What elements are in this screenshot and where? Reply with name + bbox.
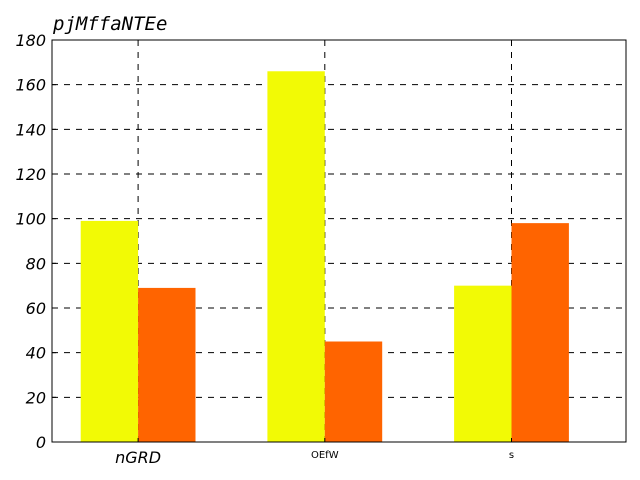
y-axis: 0 20 40 60 80 100 120 140 160 180 bbox=[15, 31, 56, 452]
bar-series1-nGRD bbox=[80, 220, 139, 442]
y-tick-label: 40 bbox=[26, 344, 46, 363]
plot-area-frame bbox=[51, 39, 627, 443]
y-tick-label: 180 bbox=[15, 31, 46, 50]
y-tick-label: 120 bbox=[15, 165, 46, 184]
bar-series2-OEfW bbox=[324, 341, 383, 442]
y-tick-label: 140 bbox=[15, 120, 46, 139]
x-tick-label: nGRD bbox=[115, 448, 161, 467]
x-tick-label: OEfW bbox=[311, 450, 339, 461]
bar-series2-nGRD bbox=[138, 287, 196, 442]
y-tick-label: 0 bbox=[36, 433, 46, 452]
x-axis: nGRD OEfW s bbox=[115, 438, 514, 467]
y-tick-label: 100 bbox=[15, 210, 46, 229]
y-tick-label: 60 bbox=[26, 299, 46, 318]
x-tick-label: s bbox=[509, 450, 514, 461]
y-tick-label: 80 bbox=[26, 254, 46, 273]
chart-title: pjMffaNTEe bbox=[52, 13, 167, 35]
bar-series2-s bbox=[511, 223, 569, 442]
bar-series1-OEfW bbox=[267, 71, 325, 443]
bar-series1-s bbox=[454, 285, 512, 442]
y-tick-label: 20 bbox=[26, 388, 46, 407]
y-tick-label: 160 bbox=[15, 76, 46, 95]
bars bbox=[80, 71, 569, 443]
